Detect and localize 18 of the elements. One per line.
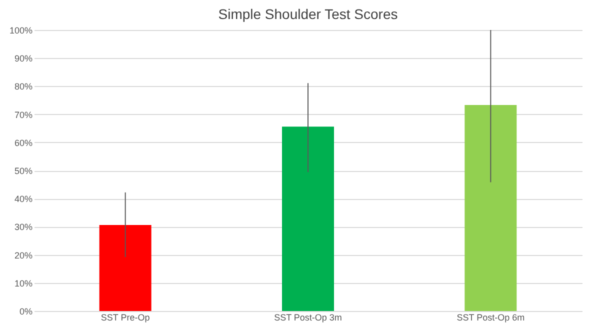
chart-title: Simple Shoulder Test Scores xyxy=(218,6,398,22)
y-tick-label: 0% xyxy=(19,306,32,316)
bar xyxy=(99,225,152,311)
y-tick-label: 60% xyxy=(14,138,32,148)
y-tick-label: 100% xyxy=(9,26,32,36)
y-tick-label: 70% xyxy=(14,110,32,120)
y-tick-label: 40% xyxy=(14,194,32,204)
bar xyxy=(464,105,517,311)
y-tick-label: 10% xyxy=(14,278,32,288)
y-tick-label: 20% xyxy=(14,250,32,260)
x-tick-label: SST Post-Op 6m xyxy=(456,312,525,322)
y-tick-label: 80% xyxy=(14,82,32,92)
x-tick-label: SST Post-Op 3m xyxy=(274,312,342,322)
x-tick-label: SST Pre-Op xyxy=(100,312,150,322)
y-tick-label: 50% xyxy=(14,166,32,176)
y-tick-label: 90% xyxy=(14,54,32,64)
y-tick-label: 30% xyxy=(14,222,32,232)
bar xyxy=(282,126,334,311)
